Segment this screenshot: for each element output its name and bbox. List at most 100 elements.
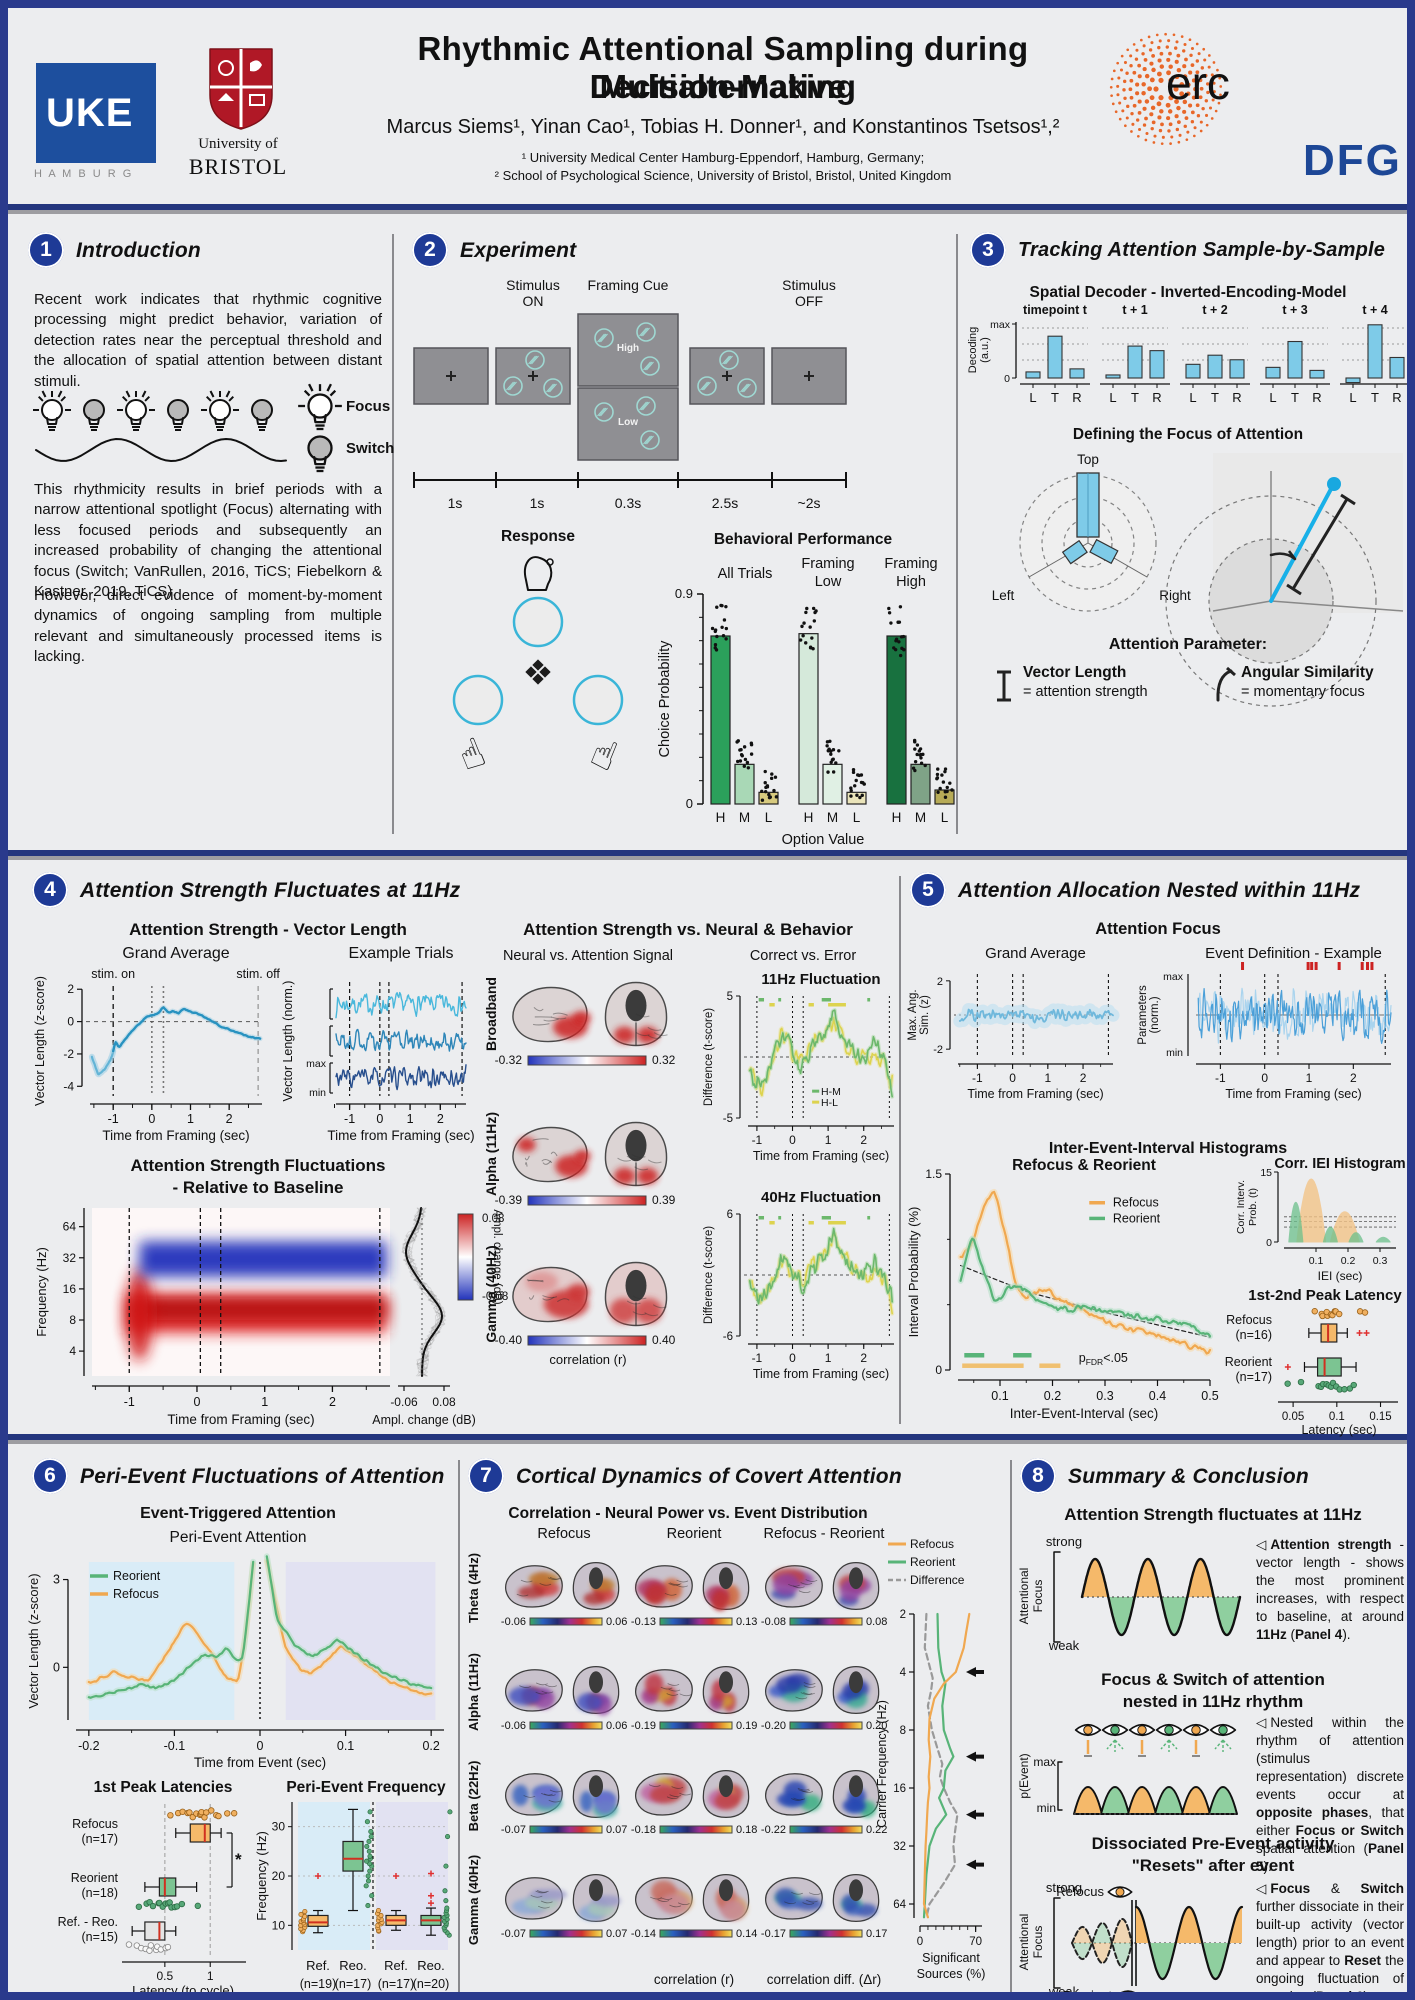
svg-text:Refocus & Reorient: Refocus & Reorient xyxy=(1012,1157,1156,1174)
svg-text:strong: strong xyxy=(1046,1880,1082,1895)
svg-text:☝: ☝ xyxy=(452,730,491,780)
svg-text:Prob. (t): Prob. (t) xyxy=(1247,1188,1259,1226)
response-title: Response xyxy=(500,528,576,545)
section-5-title: Attention Allocation Nested within 11Hz xyxy=(958,879,1361,902)
svg-text:0.22: 0.22 xyxy=(866,1824,887,1836)
svg-text:pFDR<.05: pFDR<.05 xyxy=(1079,1351,1128,1367)
section-3-number: 3 xyxy=(970,232,1006,268)
switch-bulb-icon xyxy=(251,399,273,431)
svg-text:Attentional: Attentional xyxy=(1017,1914,1031,1971)
svg-text:Ampl. change (dB): Ampl. change (dB) xyxy=(491,1209,503,1304)
svg-text:1: 1 xyxy=(261,1395,268,1409)
svg-text:strong: strong xyxy=(1046,1534,1082,1549)
conclusion-2-title-2: nested in 11Hz rhythm xyxy=(1122,1692,1304,1711)
eye-icon xyxy=(1107,1886,1133,1898)
svg-text:t + 3: t + 3 xyxy=(1282,303,1307,317)
svg-text:0.08: 0.08 xyxy=(432,1395,456,1409)
svg-text:Stimulus: Stimulus xyxy=(506,277,560,293)
svg-text:(n=17): (n=17) xyxy=(378,1977,414,1991)
svg-text:R: R xyxy=(1312,390,1321,405)
svg-text:Interval Probability (%): Interval Probability (%) xyxy=(906,1207,921,1338)
brain-map-lateral xyxy=(512,986,591,1043)
svg-text:-0.06: -0.06 xyxy=(501,1720,526,1732)
svg-text:correlation diff. (Δr): correlation diff. (Δr) xyxy=(767,1972,882,1987)
svg-text:0.13: 0.13 xyxy=(736,1616,757,1628)
svg-text:Theta (4Hz): Theta (4Hz) xyxy=(466,1553,481,1623)
eye-icon xyxy=(1155,1723,1183,1737)
brain-map-posterior xyxy=(604,1261,668,1327)
section-6-title: Peri-Event Fluctuations of Attention xyxy=(80,1465,445,1488)
peri-event-subtitle: Peri-Event Attention xyxy=(169,1529,307,1546)
svg-text:64: 64 xyxy=(63,1220,77,1234)
svg-text:T: T xyxy=(1051,390,1059,405)
spectrogram-title-1: Attention Strength Fluctuations xyxy=(130,1156,386,1175)
param2-name: Angular Similarity xyxy=(1241,664,1374,681)
svg-text:0.08: 0.08 xyxy=(866,1616,887,1628)
svg-text:☝: ☝ xyxy=(584,730,623,780)
svg-text:-1: -1 xyxy=(972,1071,983,1085)
svg-text:0.5: 0.5 xyxy=(157,1969,174,1983)
svg-text:High: High xyxy=(896,574,926,590)
svg-text:1: 1 xyxy=(1306,1071,1313,1085)
neural-col-title: Neural vs. Attention Signal xyxy=(502,948,674,964)
svg-text:timepoint t: timepoint t xyxy=(1023,303,1088,317)
attention-focus-title: Attention Focus xyxy=(1095,920,1221,938)
example-trials-plot: Example Trials Vector Length (norm.) max mi… xyxy=(281,945,475,1143)
section-7-title: Cortical Dynamics of Covert Attention xyxy=(516,1465,902,1488)
svg-text:T: T xyxy=(1211,390,1219,405)
svg-text:Choice Probability: Choice Probability xyxy=(657,640,673,758)
svg-text:15: 15 xyxy=(1260,1167,1272,1179)
svg-text:L: L xyxy=(1349,390,1356,405)
divider-2 xyxy=(956,234,958,834)
iei-histograms-title: Inter-Event-Interval Histograms xyxy=(1048,1140,1288,1157)
section-1-title: Introduction xyxy=(76,239,201,262)
behavioral-performance-chart: Behavioral Performance All Trials Framing L… xyxy=(657,531,955,848)
event-definition-plot: Event Definition - Example Parameters (nor… xyxy=(1137,945,1392,1101)
svg-text:Refocus: Refocus xyxy=(113,1587,159,1601)
svg-text:1: 1 xyxy=(407,1112,414,1126)
svg-text:(n=20): (n=20) xyxy=(413,1977,449,1991)
spectrogram-plot: 64 32 16 8 4 Frequency (Hz) -1 0 1 2 Time from Fra… xyxy=(34,1207,508,1427)
svg-text:0.15: 0.15 xyxy=(1369,1411,1391,1423)
svg-text:16: 16 xyxy=(893,1783,906,1795)
svg-text:5: 5 xyxy=(727,991,733,1003)
separator-mid1 xyxy=(8,850,1407,856)
attention-wave-diagram: strong weak Attentional Focus xyxy=(1017,1534,1242,1653)
svg-text:-1: -1 xyxy=(1215,1071,1226,1085)
svg-text:40Hz Fluctuation: 40Hz Fluctuation xyxy=(761,1189,881,1206)
focus-bulb-icon xyxy=(298,383,342,431)
svg-text:-0.06: -0.06 xyxy=(390,1395,418,1409)
brain-map-posterior xyxy=(604,1121,668,1187)
peri-event-attention-plot: Vector Length (z-score) 3 0 Reorient Refocus… xyxy=(26,1553,444,1770)
carrier-frequency-plot: Refocus Reorient Difference 2 4 8 16 32 64 Carrie… xyxy=(875,1537,986,1981)
brain-map-lateral xyxy=(512,1266,590,1323)
svg-text:Time from Framing (sec): Time from Framing (sec) xyxy=(102,1128,249,1143)
svg-text:64: 64 xyxy=(893,1899,906,1911)
svg-text:0.3: 0.3 xyxy=(1096,1389,1113,1403)
svg-text:-6: -6 xyxy=(723,1331,733,1343)
vector-length-subtitle: Attention Strength - Vector Length xyxy=(129,920,407,939)
section-8-number: 8 xyxy=(1020,1458,1056,1494)
svg-text:2: 2 xyxy=(437,1112,444,1126)
conclusion-3-title-2: "Resets" after event xyxy=(1131,1856,1295,1875)
divider-1 xyxy=(392,234,394,834)
svg-text:Option Value: Option Value xyxy=(782,832,865,848)
svg-text:(n=18): (n=18) xyxy=(82,1886,118,1900)
svg-text:0.1: 0.1 xyxy=(1309,1255,1324,1267)
svg-text:Focus: Focus xyxy=(1031,1926,1045,1959)
svg-text:0.3s: 0.3s xyxy=(615,495,641,511)
affiliation-1: ¹ University Medical Center Hamburg-Eppe… xyxy=(521,150,925,165)
svg-text:Peri-Event Frequency: Peri-Event Frequency xyxy=(286,1779,446,1796)
svg-text:-0.1: -0.1 xyxy=(164,1739,186,1753)
svg-text:(norm.): (norm.) xyxy=(1149,996,1161,1033)
svg-text:ON: ON xyxy=(523,293,544,309)
svg-text:Ref.: Ref. xyxy=(306,1958,330,1973)
separator-top xyxy=(8,204,1407,210)
svg-text:2: 2 xyxy=(329,1395,336,1409)
svg-text:0: 0 xyxy=(917,1936,923,1948)
svg-text:1: 1 xyxy=(187,1112,194,1126)
svg-text:2: 2 xyxy=(860,1133,867,1147)
svg-text:Sources (%): Sources (%) xyxy=(917,1967,986,1981)
uke-logo-text: UKE xyxy=(46,91,134,135)
svg-text:Ref.: Ref. xyxy=(384,1958,408,1973)
